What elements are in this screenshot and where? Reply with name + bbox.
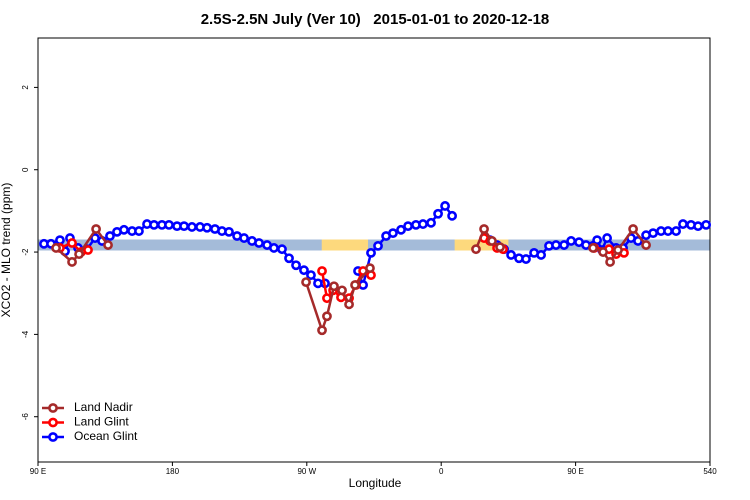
x-tick-label: 90 W [297,467,316,476]
point [440,201,450,211]
point [344,299,354,310]
x-tick-label: 0 [439,467,444,476]
point [403,221,413,232]
point [588,243,598,253]
point [317,266,327,276]
point [74,249,84,260]
point [671,226,682,236]
point [605,257,615,267]
point [187,222,197,232]
point [91,224,101,234]
point [149,219,159,230]
x-tick-label: 90 E [567,467,583,476]
point [613,245,623,255]
point [277,244,287,255]
plot-frame [37,37,711,463]
point [641,240,651,250]
point [551,240,561,250]
point [396,224,406,235]
point [426,217,436,228]
point [418,219,428,229]
point [388,228,398,239]
point [299,265,309,276]
point [506,250,516,260]
x-tick-label: 90 E [30,467,46,476]
point [479,224,489,234]
point [471,244,481,255]
point [329,281,339,292]
point [306,270,316,281]
y-tick-label: -6 [21,413,30,421]
point [373,240,383,251]
point [366,247,376,258]
legend-label: Ocean Glint [74,429,138,443]
point [536,250,547,260]
point [693,221,703,232]
point [202,222,212,233]
point [317,325,327,336]
point [254,238,264,248]
x-tick-label: 540 [703,467,717,476]
point [337,285,347,296]
point [67,257,77,267]
point [602,233,613,243]
point [301,277,311,288]
point [67,238,77,248]
point [628,224,638,234]
point [521,254,531,264]
point [487,236,497,246]
x-axis-label: Longitude [349,476,402,490]
point [559,240,570,250]
point [447,210,458,221]
point [224,226,234,237]
point [103,240,113,250]
point [678,219,688,229]
legend-label: Land Glint [74,415,129,429]
point [179,221,189,232]
y-tick-label: -4 [21,330,30,338]
point [105,231,115,241]
point [83,245,93,255]
point [598,247,608,257]
point [322,311,332,322]
point [648,228,659,239]
point [365,263,375,274]
point [495,242,505,253]
point [119,224,129,235]
point [51,243,61,253]
legend-marker [48,432,58,442]
point [239,233,249,243]
y-axis-label: XCO2 - MLO trend (ppm) [0,183,13,318]
point [284,253,294,264]
point [592,235,603,246]
point [350,280,360,290]
legend-marker [48,417,58,428]
point [566,236,577,246]
point [55,235,65,246]
chart-title: 2.5S-2.5N July (Ver 10) 2015-01-01 to 20… [201,11,550,28]
legend-label: Land Nadir [74,400,133,414]
point [291,260,301,271]
point [433,208,443,219]
point [701,219,712,230]
point [663,226,673,236]
y-tick-label: -2 [21,248,30,256]
y-tick-label: 2 [21,85,30,90]
point [134,226,144,236]
x-tick-label: 180 [166,467,180,476]
legend-marker [48,403,58,413]
point [164,219,174,230]
point [269,243,279,253]
y-tick-label: 0 [21,167,30,172]
